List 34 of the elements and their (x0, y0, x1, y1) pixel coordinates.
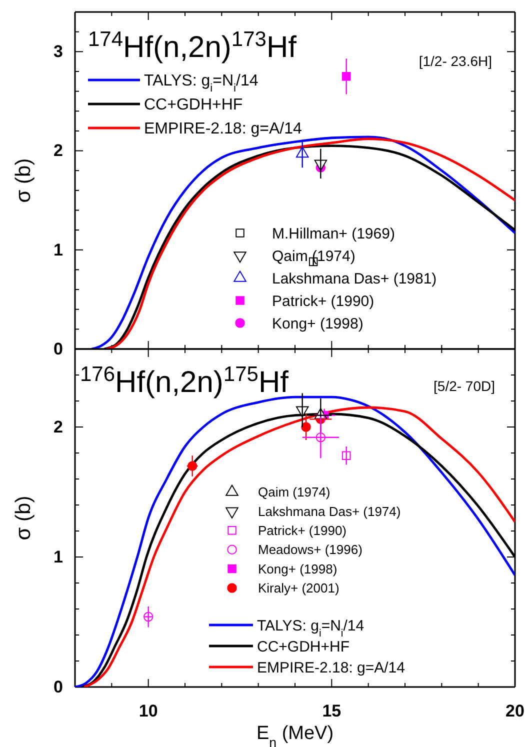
x-tick-label: 15 (322, 701, 342, 720)
legend-label: Lakshmana Das+ (1974) (258, 504, 401, 519)
y-tick-label: 0 (54, 339, 63, 358)
legend-label: Qaim (1974) (272, 248, 356, 265)
y-tick-label: 0 (54, 677, 63, 696)
legend-label: Qaim (1974) (258, 484, 330, 500)
legend-label: Patrick+ (1990) (258, 522, 347, 538)
legend-label: CC+GDH+HF (257, 638, 350, 656)
y-tick-label: 3 (54, 42, 63, 62)
legend-label: EMPIRE-2.18: g=A/14 (257, 659, 405, 676)
y-tick-label: 1 (54, 547, 63, 566)
y-tick-label: 2 (54, 417, 63, 436)
legend-label: Kiraly+ (2001) (258, 580, 340, 596)
y-axis-title: σ (b) (12, 496, 35, 540)
y-tick-label: 2 (54, 141, 63, 160)
legend-label: EMPIRE-2.18: g=A/14 (144, 120, 302, 138)
legend-label: TALYS: g$_{i}$=N$_{i}$/14 (144, 72, 258, 95)
x-axis-title: E$_{n}$ (MeV) (256, 723, 334, 747)
y-axis-title: σ (b) (12, 158, 35, 203)
text: $^{176}$Hf(n,2n)$^{175}$Hf (80, 362, 290, 399)
text: $^{174}$Hf(n,2n)$^{173}$Hf (88, 28, 298, 64)
annotation: [1/2- 23.6H] (418, 53, 492, 69)
legend-label: CC+GDH+HF (144, 96, 243, 114)
x-tick-label: 10 (138, 701, 158, 720)
x-tick-label: 20 (506, 701, 524, 720)
legend-label: Kong+ (1998) (258, 561, 338, 576)
legend-label: TALYS: g$_{i}$=N$_{i}$/14 (257, 617, 364, 640)
annotation: [5/2- 70D] (434, 378, 495, 394)
legend-label: Meadows+ (1996) (258, 542, 362, 558)
legend-label: Patrick+ (1990) (272, 292, 374, 310)
legend-label: M.Hillman+ (1969) (272, 225, 395, 242)
legend-label: Kong+ (1998) (272, 315, 364, 332)
y-tick-label: 1 (54, 240, 63, 260)
legend-label: Lakshmana Das+ (1981) (272, 270, 437, 288)
